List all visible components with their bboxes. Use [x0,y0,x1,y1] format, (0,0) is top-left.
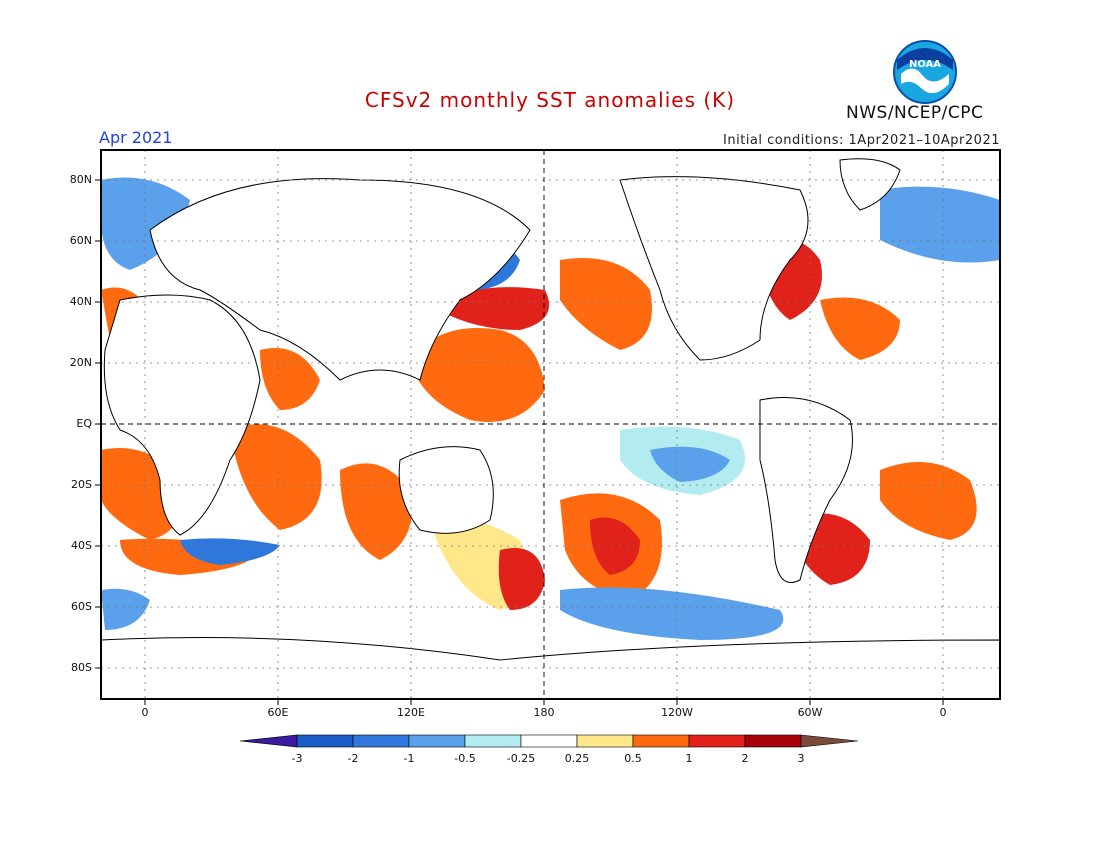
colorbar-label-neg3: -3 [291,752,303,765]
colorbar-under-arrow [239,734,298,748]
lon-label-60e: 60E [267,706,289,719]
colorbar-label-neg05: -0.5 [454,752,476,765]
lon-label-0: 0 [141,706,149,719]
lat-label-80s: 80S [71,661,92,674]
colorbar-swatch-6 [576,734,634,748]
north-america-land [619,176,809,361]
noaa-logo-icon: NOAA [893,40,957,104]
lon-label-120w: 120W [661,706,693,719]
greenland-land [839,158,901,211]
lat-label-eq: EQ [76,417,92,430]
colorbar-label-neg2: -2 [347,752,359,765]
eurasia-land [149,178,531,381]
colorbar-label-025: 0.25 [564,752,590,765]
valid-month-label: Apr 2021 [99,128,173,147]
lat-label-20n: 20N [69,356,92,369]
colorbar-label-neg1: -1 [403,752,415,765]
lat-label-60s: 60S [71,600,92,613]
lat-label-80n: 80N [69,173,92,186]
graticule [101,150,1000,699]
colorbar-swatch-2 [352,734,410,748]
equator-dateline [101,150,1000,699]
colorbar [239,734,859,748]
lon-label-60w: 60W [797,706,823,719]
colorbar-swatch-1 [296,734,354,748]
logo-text: NOAA [909,59,941,70]
colorbar-swatch-8 [688,734,746,748]
colorbar-swatch-4 [464,734,522,748]
colorbar-swatch-3 [408,734,466,748]
colorbar-label-neg025: -0.25 [506,752,536,765]
africa-land [103,294,261,536]
colorbar-swatch-9 [744,734,802,748]
lat-label-40n: 40N [69,295,92,308]
colorbar-over-arrow [800,734,859,748]
chart-title: CFSv2 monthly SST anomalies (K) [364,88,736,112]
agency-label: NWS/NCEP/CPC [846,103,984,123]
coastlines [101,158,1000,699]
colorbar-label-1: 1 [685,752,693,765]
south-america-land [759,397,853,583]
lon-label-180: 180 [533,706,555,719]
lon-label-0-right: 0 [939,706,947,719]
australia-land [398,446,494,534]
colorbar-swatch-7 [632,734,690,748]
axis-ticks [95,179,944,705]
lat-label-60n: 60N [69,234,92,247]
colorbar-label-2: 2 [741,752,749,765]
colorbar-label-3: 3 [797,752,805,765]
colorbar-swatch-5 [520,734,578,748]
lat-label-40s: 40S [71,539,92,552]
colorbar-label-05: 0.5 [624,752,642,765]
lat-label-20s: 20S [71,478,92,491]
lon-label-120e: 120E [397,706,425,719]
initial-conditions-label: Initial conditions: 1Apr2021–10Apr2021 [723,133,1000,148]
